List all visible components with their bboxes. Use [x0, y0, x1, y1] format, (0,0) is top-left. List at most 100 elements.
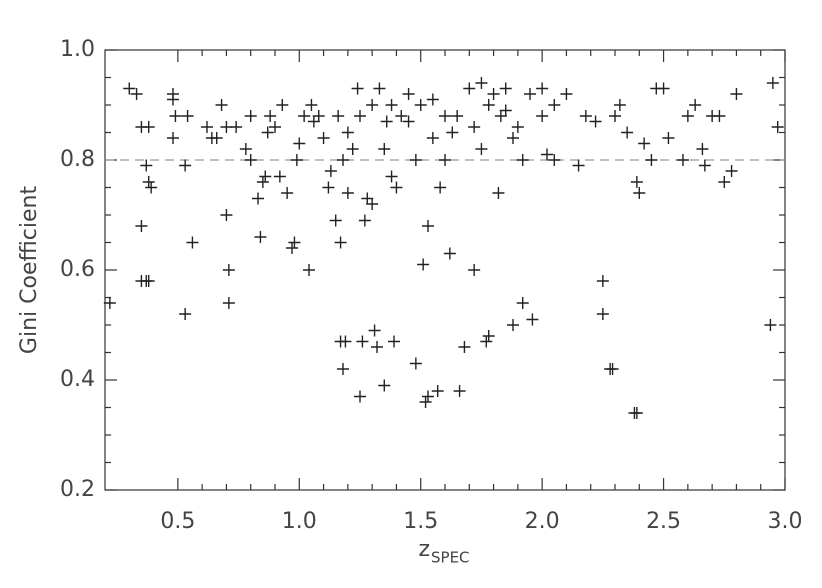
point	[766, 77, 779, 89]
point	[541, 148, 553, 161]
point	[422, 390, 434, 403]
point	[378, 143, 391, 155]
point	[142, 121, 155, 133]
point	[356, 335, 369, 348]
point	[536, 110, 549, 122]
point	[725, 165, 738, 177]
point	[142, 176, 155, 188]
point	[220, 209, 233, 221]
point	[439, 154, 451, 166]
x-tick-label: 1.0	[282, 509, 317, 534]
point	[142, 275, 155, 287]
point	[341, 126, 354, 139]
point	[368, 324, 381, 337]
point	[507, 319, 519, 331]
point	[181, 110, 194, 122]
point	[439, 110, 451, 122]
point	[596, 308, 609, 320]
point	[252, 192, 264, 205]
point	[186, 236, 199, 249]
point	[524, 88, 536, 100]
point	[281, 187, 294, 199]
point	[293, 137, 306, 150]
point	[480, 335, 493, 348]
point	[696, 143, 709, 155]
x-tick-label: 2.0	[525, 509, 560, 534]
point	[548, 154, 561, 166]
point	[140, 159, 153, 172]
point	[390, 181, 403, 194]
point	[380, 115, 393, 128]
point	[630, 176, 643, 188]
point	[482, 99, 495, 111]
point	[222, 264, 235, 276]
point	[324, 165, 337, 177]
point	[366, 198, 379, 210]
y-tick-label: 0.6	[60, 257, 95, 282]
point	[307, 115, 320, 128]
point	[244, 110, 257, 122]
point	[451, 110, 464, 122]
point	[633, 187, 646, 199]
point	[239, 143, 252, 155]
point	[145, 181, 158, 194]
x-tick-label: 3.0	[768, 509, 803, 534]
point	[426, 132, 439, 144]
point	[536, 82, 549, 95]
point	[579, 110, 592, 122]
point	[764, 319, 777, 331]
point	[414, 99, 427, 111]
point	[256, 176, 269, 188]
point	[366, 99, 379, 111]
point	[487, 88, 500, 100]
point	[215, 99, 228, 111]
point	[621, 126, 634, 139]
point	[409, 357, 422, 370]
point	[677, 154, 689, 166]
point	[402, 115, 415, 128]
point	[290, 154, 303, 166]
point	[230, 121, 243, 133]
point	[179, 308, 192, 320]
point	[681, 110, 694, 122]
point	[329, 214, 342, 227]
point	[468, 264, 481, 276]
point	[609, 110, 621, 122]
point	[339, 335, 352, 348]
point	[494, 110, 507, 122]
point	[689, 99, 702, 111]
point	[606, 363, 619, 375]
point	[589, 115, 602, 128]
point	[771, 121, 784, 133]
point	[596, 275, 609, 287]
x-tick-label: 2.5	[646, 509, 681, 534]
point	[426, 93, 439, 106]
point	[417, 258, 430, 271]
point	[371, 341, 383, 353]
point	[453, 385, 466, 397]
x-axis-label-sub: SPEC	[431, 549, 470, 567]
point	[332, 110, 345, 122]
point	[385, 170, 398, 183]
point	[286, 242, 298, 254]
point	[273, 170, 286, 183]
y-tick-label: 0.8	[60, 147, 95, 172]
point	[482, 330, 495, 342]
point	[261, 126, 274, 139]
point	[167, 132, 179, 144]
point	[303, 264, 315, 276]
point	[499, 104, 512, 117]
point	[123, 82, 136, 95]
point	[341, 187, 354, 199]
point	[446, 126, 459, 139]
point	[516, 297, 529, 309]
point	[499, 82, 512, 95]
point	[434, 181, 447, 194]
point	[511, 121, 524, 133]
x-tick-label: 0.5	[160, 509, 195, 534]
point	[298, 110, 311, 122]
point	[269, 121, 281, 133]
point	[492, 187, 505, 199]
point	[409, 154, 422, 166]
point	[317, 132, 330, 144]
